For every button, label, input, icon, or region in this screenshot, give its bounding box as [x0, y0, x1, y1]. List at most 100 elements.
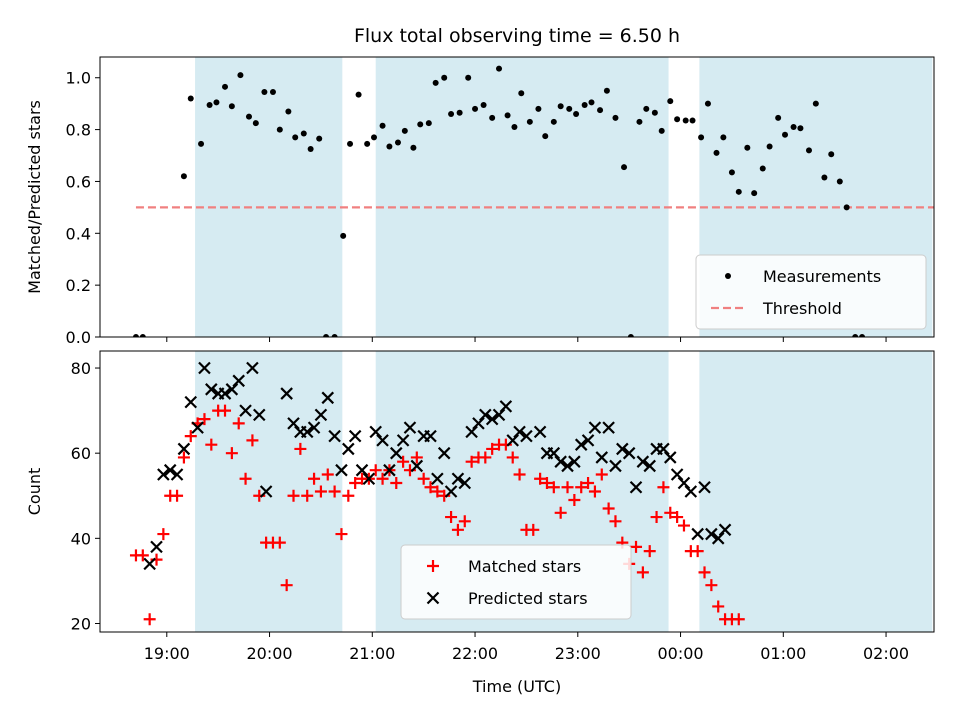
matched-star-point: [136, 549, 149, 562]
measurement-point: [651, 109, 658, 116]
measurement-point: [379, 122, 386, 129]
predicted-star-point: [232, 374, 245, 388]
predicted-star-point: [198, 361, 211, 375]
measurement-point: [269, 89, 276, 95]
matched-star-point: [445, 511, 458, 524]
measurement-point: [782, 131, 789, 138]
y-tick-label: 20: [71, 614, 91, 633]
predicted-star-point: [670, 468, 684, 481]
y-axis-label: Count: [25, 468, 44, 516]
matched-star-point: [273, 536, 286, 549]
predicted-star-point: [485, 412, 499, 426]
matched-star-point: [205, 438, 218, 451]
matched-star-point: [671, 511, 684, 524]
measurement-point: [432, 79, 439, 86]
predicted-star-point: [383, 463, 396, 477]
measurement-point: [276, 126, 283, 133]
observing-window: [195, 57, 343, 337]
matched-star-point: [294, 442, 307, 455]
y-tick-label: 0.2: [66, 276, 91, 295]
measurement-point: [139, 334, 146, 337]
measurement-point: [612, 114, 619, 121]
predicted-star-point: [718, 523, 732, 537]
x-tick-label: 21:00: [349, 644, 395, 663]
measurement-point: [448, 111, 455, 118]
matched-star-point: [239, 472, 252, 485]
predicted-star-point: [314, 408, 328, 422]
matched-star-point: [664, 506, 677, 519]
y-tick-label: 40: [71, 529, 91, 548]
matched-star-point: [280, 579, 293, 592]
matched-star-point: [314, 485, 327, 498]
measurement-point: [489, 114, 496, 121]
predicted-star-point: [588, 421, 602, 434]
measurement-point: [550, 118, 557, 125]
predicted-star-point: [348, 429, 362, 443]
measurement-point: [213, 99, 220, 106]
measurement-point: [331, 334, 338, 337]
predicted-star-point: [170, 468, 184, 481]
measurement-point: [180, 173, 187, 180]
legend-marker: [426, 591, 440, 605]
predicted-star-point: [150, 540, 163, 554]
measurement-point: [627, 334, 634, 337]
measurement-point: [441, 74, 448, 81]
measurement-point: [766, 143, 773, 150]
measurement-point: [364, 140, 371, 147]
measurement-point: [735, 188, 742, 195]
predicted-star-point: [622, 446, 636, 460]
y-tick-label: 0.6: [66, 172, 91, 191]
measurement-point: [355, 91, 362, 98]
matched-star-point: [451, 523, 464, 536]
predicted-star-point: [547, 446, 561, 460]
measurement-point: [790, 124, 797, 130]
x-axis-label: Time (UTC): [472, 677, 561, 696]
predicted-star-point: [389, 446, 403, 460]
y-tick-label: 1.0: [66, 69, 91, 88]
measurement-point: [285, 108, 292, 115]
predicted-star-point: [629, 480, 643, 494]
predicted-star-point: [711, 532, 725, 545]
predicted-star-point: [602, 421, 615, 434]
predicted-star-point: [191, 421, 204, 434]
measurement-point: [417, 121, 424, 128]
predicted-star-point: [143, 557, 156, 571]
measurement-point: [316, 135, 323, 142]
predicted-star-point: [403, 421, 417, 434]
measurement-point: [759, 165, 766, 172]
predicted-star-point: [239, 404, 252, 417]
measurement-point: [252, 120, 259, 127]
matched-star-point: [698, 566, 711, 579]
predicted-star-point: [451, 472, 465, 486]
matched-star-point: [643, 545, 656, 558]
legend-box: [400, 544, 632, 620]
measurement-point: [674, 116, 681, 123]
matched-star-point: [486, 442, 499, 455]
matched-star-point: [397, 455, 410, 468]
predicted-star-point: [369, 425, 382, 439]
predicted-star-point: [465, 425, 478, 439]
predicted-star-point: [328, 429, 341, 443]
predicted-star-point: [479, 408, 492, 422]
measurement-point: [480, 101, 487, 108]
matched-star-point: [321, 468, 334, 481]
matched-star-point: [513, 468, 526, 481]
ratio-panel: 0.0 0.2 0.4 0.6 0.8 1.0 Matched/Predicted star…: [25, 56, 935, 347]
predicted-star-point: [581, 434, 595, 447]
predicted-star-point: [568, 455, 581, 468]
measurement-point: [394, 139, 401, 146]
predicted-star-point: [218, 387, 232, 400]
measurement-point: [323, 334, 330, 337]
matched-star-point: [417, 472, 430, 485]
legend: Measurements Threshold: [695, 254, 927, 330]
chart-title: Flux total observing time = 6.50 h: [354, 25, 680, 47]
measurement-point: [805, 147, 812, 154]
legend-label: Matched stars: [468, 557, 581, 576]
measurement-point: [292, 134, 299, 141]
legend-box: [695, 254, 927, 330]
matched-star-point: [287, 489, 300, 502]
predicted-star-point: [184, 395, 198, 409]
measurement-point: [222, 83, 229, 90]
predicted-star-point: [246, 361, 259, 375]
predicted-star-point: [376, 434, 389, 447]
